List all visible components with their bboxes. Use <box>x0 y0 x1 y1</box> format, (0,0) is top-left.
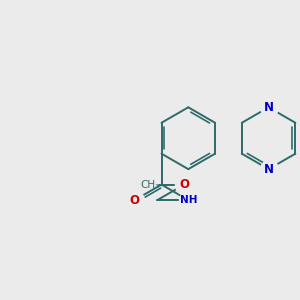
Text: NH: NH <box>179 195 197 205</box>
Text: CH₃: CH₃ <box>140 180 159 190</box>
Text: N: N <box>264 101 274 114</box>
Text: N: N <box>264 163 274 176</box>
Text: O: O <box>179 178 189 191</box>
Text: O: O <box>130 194 140 207</box>
